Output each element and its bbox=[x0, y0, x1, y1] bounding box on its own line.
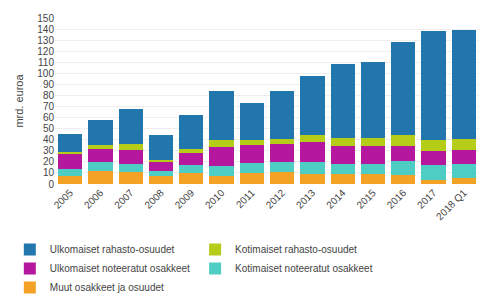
svg-text:20: 20 bbox=[43, 156, 55, 167]
svg-text:2011: 2011 bbox=[234, 187, 257, 210]
svg-text:110: 110 bbox=[38, 57, 54, 68]
svg-text:100: 100 bbox=[37, 68, 54, 79]
svg-text:2018 Q1: 2018 Q1 bbox=[434, 187, 469, 222]
svg-text:2010: 2010 bbox=[203, 187, 227, 211]
svg-text:70: 70 bbox=[43, 101, 55, 112]
svg-text:2013: 2013 bbox=[294, 187, 318, 211]
svg-text:2008: 2008 bbox=[142, 187, 166, 211]
svg-text:2015: 2015 bbox=[354, 187, 378, 211]
svg-text:Ulkomaiset rahasto-osuudet: Ulkomaiset rahasto-osuudet bbox=[50, 244, 175, 255]
svg-text:2007: 2007 bbox=[112, 187, 136, 211]
svg-text:10: 10 bbox=[43, 167, 55, 178]
svg-text:140: 140 bbox=[37, 24, 54, 35]
svg-text:50: 50 bbox=[43, 123, 55, 134]
svg-text:2017: 2017 bbox=[415, 187, 439, 211]
svg-text:Ulkomaiset noteeratut osakkeet: Ulkomaiset noteeratut osakkeet bbox=[50, 263, 190, 274]
svg-text:30: 30 bbox=[43, 145, 55, 156]
svg-text:2014: 2014 bbox=[324, 187, 348, 211]
svg-text:40: 40 bbox=[43, 134, 55, 145]
svg-text:120: 120 bbox=[37, 46, 54, 57]
svg-text:Kotimaiset noteeratut osakkeet: Kotimaiset noteeratut osakkeet bbox=[235, 263, 373, 274]
svg-text:0: 0 bbox=[48, 179, 54, 190]
svg-text:2016: 2016 bbox=[385, 187, 409, 211]
svg-text:90: 90 bbox=[43, 79, 55, 90]
svg-text:2006: 2006 bbox=[82, 187, 106, 211]
svg-text:130: 130 bbox=[37, 35, 54, 46]
svg-text:Muut osakkeet ja osuudet: Muut osakkeet ja osuudet bbox=[50, 282, 164, 293]
svg-text:2012: 2012 bbox=[264, 187, 288, 211]
svg-text:80: 80 bbox=[43, 90, 55, 101]
svg-text:mrd. euroa: mrd. euroa bbox=[13, 74, 25, 128]
svg-text:60: 60 bbox=[43, 112, 55, 123]
svg-text:Kotimaiset rahasto-osuudet: Kotimaiset rahasto-osuudet bbox=[235, 244, 357, 255]
svg-text:150: 150 bbox=[37, 13, 54, 24]
svg-text:2005: 2005 bbox=[52, 187, 76, 211]
svg-text:2009: 2009 bbox=[173, 187, 197, 211]
